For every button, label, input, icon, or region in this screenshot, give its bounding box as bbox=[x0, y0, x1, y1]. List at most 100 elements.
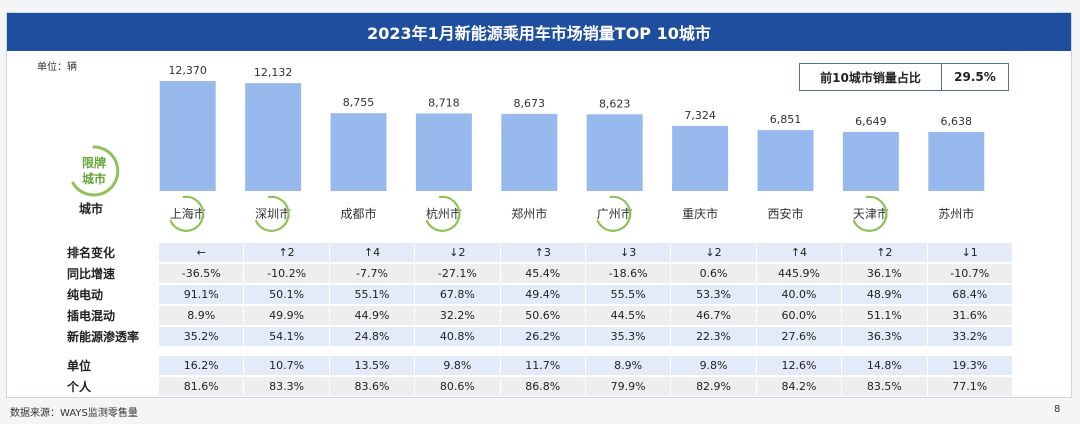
table-cell: ↓1 bbox=[927, 243, 1013, 262]
data-source-note: 数据来源：WAYS监测零售量 bbox=[10, 408, 138, 419]
table-row: 个人 81.6% 83.3% 83.6% 80.6% 86.8% 79.9% 82.9% 84.… bbox=[63, 376, 1013, 397]
row-header: 同比增速 bbox=[67, 267, 116, 281]
table-cell: 55.1% bbox=[329, 285, 416, 304]
data-label-9: 6,638 bbox=[941, 115, 973, 128]
x-tick-label-5: 广州市 bbox=[597, 206, 633, 221]
x-tick-label-1: 深圳市 bbox=[255, 206, 291, 221]
table-cell: 8.9% bbox=[585, 356, 672, 375]
x-tick-label-6: 重庆市 bbox=[682, 206, 718, 221]
table-cell: ↑2 bbox=[244, 243, 330, 262]
data-label-1: 12,132 bbox=[254, 66, 293, 79]
x-tick-label-7: 西安市 bbox=[767, 206, 803, 221]
row-header: 单位 bbox=[67, 359, 92, 373]
table-cell: 0.6% bbox=[671, 264, 757, 283]
table-cell: 14.8% bbox=[842, 356, 928, 375]
table-cell: 16.2% bbox=[159, 356, 245, 375]
table-cell: 8.9% bbox=[159, 306, 245, 325]
badge-line-1: 限牌 bbox=[81, 156, 106, 170]
table-cell: 79.9% bbox=[585, 377, 672, 396]
row-header: 个人 bbox=[67, 380, 92, 394]
table-cell: -10.2% bbox=[244, 264, 330, 283]
table-cell: 50.6% bbox=[500, 306, 586, 325]
table-cell: 40.0% bbox=[756, 285, 843, 304]
table-cell: 32.2% bbox=[415, 306, 501, 325]
limited-plate-circle-8 bbox=[852, 195, 888, 232]
table-cell: 49.4% bbox=[500, 285, 586, 304]
bar-6 bbox=[672, 125, 729, 191]
table-cell: 77.1% bbox=[927, 377, 1013, 396]
row-header: 排名变化 bbox=[67, 246, 116, 260]
table-cell: 81.6% bbox=[159, 377, 245, 396]
table-cell: 11.7% bbox=[500, 356, 586, 375]
table-cell: ↑3 bbox=[500, 243, 586, 262]
bar-4 bbox=[501, 113, 558, 191]
table-cell: 10.7% bbox=[244, 356, 330, 375]
table-cell: 24.8% bbox=[329, 327, 416, 346]
data-label-3: 8,718 bbox=[428, 96, 460, 109]
table-row: 纯电动 91.1% 50.1% 55.1% 67.8% 49.4% 55.5% 53.3% 40… bbox=[63, 284, 1013, 305]
table-cell: 67.8% bbox=[415, 285, 501, 304]
data-label-6: 7,324 bbox=[684, 109, 716, 122]
table-cell: 49.9% bbox=[244, 306, 330, 325]
table-cell: 13.5% bbox=[329, 356, 416, 375]
table-cell: 54.1% bbox=[244, 327, 330, 346]
table-cell: -36.5% bbox=[159, 264, 245, 283]
table-cell: 36.3% bbox=[842, 327, 928, 346]
table-cell: 84.2% bbox=[756, 377, 843, 396]
table-cell: 22.3% bbox=[671, 327, 757, 346]
data-label-2: 8,755 bbox=[343, 96, 375, 109]
table-cell: 48.9% bbox=[842, 285, 928, 304]
top10-share-box: 前10城市销量占比 29.5% bbox=[799, 63, 1009, 91]
table-cell: 9.8% bbox=[671, 356, 757, 375]
table-row: 单位 16.2% 10.7% 13.5% 9.8% 11.7% 8.9% 9.8% 12.6% 1… bbox=[63, 355, 1013, 376]
table-cell: ↓2 bbox=[671, 243, 757, 262]
table-cell: 445.9% bbox=[756, 264, 843, 283]
table-cell: 46.7% bbox=[671, 306, 757, 325]
table-cell: 83.3% bbox=[244, 377, 330, 396]
x-tick-label-2: 成都市 bbox=[340, 206, 376, 221]
table-cell: ↑4 bbox=[329, 243, 416, 262]
row-header: 纯电动 bbox=[67, 288, 104, 302]
table-cell: 53.3% bbox=[671, 285, 757, 304]
x-axis-label: 城市 bbox=[79, 201, 103, 216]
table-cell: 45.4% bbox=[500, 264, 586, 283]
table-row: 新能源渗透率 35.2% 54.1% 24.8% 40.8% 26.2% 35.3% 22.3… bbox=[63, 326, 1013, 347]
table-cell: 55.5% bbox=[585, 285, 672, 304]
table-cell: 50.1% bbox=[244, 285, 330, 304]
table-cell: 9.8% bbox=[415, 356, 501, 375]
table-cell: 35.2% bbox=[159, 327, 245, 346]
bar-9 bbox=[928, 131, 985, 191]
bar-3 bbox=[415, 113, 472, 191]
table-row: 排名变化 ← ↑2 ↑4 ↓2 ↑3 ↓3 ↓2 ↑4 ↑2 ↓1 bbox=[63, 242, 1013, 263]
limited-plate-circle-0 bbox=[169, 195, 205, 232]
data-label-5: 8,623 bbox=[599, 97, 631, 110]
table-cell: 44.5% bbox=[585, 306, 672, 325]
data-label-8: 6,649 bbox=[855, 115, 887, 128]
data-label-0: 12,370 bbox=[168, 64, 207, 77]
table-cell: 82.9% bbox=[671, 377, 757, 396]
table-cell: 51.1% bbox=[842, 306, 928, 325]
table-cell: 40.8% bbox=[415, 327, 501, 346]
table-cell: 83.6% bbox=[329, 377, 416, 396]
table-row: 插电混动 8.9% 49.9% 44.9% 32.2% 50.6% 44.5% 46.7% 60… bbox=[63, 305, 1013, 326]
bar-7 bbox=[757, 130, 814, 191]
table-cell: -10.7% bbox=[927, 264, 1013, 283]
table-cell: 31.6% bbox=[927, 306, 1013, 325]
limited-plate-badge: 限牌 城市 bbox=[67, 144, 121, 198]
page-number: 8 bbox=[1054, 404, 1061, 415]
table-cell: ← bbox=[159, 243, 245, 262]
table-cell: 35.3% bbox=[585, 327, 672, 346]
x-tick-label-3: 杭州市 bbox=[426, 206, 462, 221]
table-cell: 91.1% bbox=[159, 285, 245, 304]
x-tick-label-9: 苏州市 bbox=[938, 206, 974, 221]
row-header: 插电混动 bbox=[67, 309, 116, 323]
table-cell: -27.1% bbox=[415, 264, 501, 283]
table-cell: ↓3 bbox=[585, 243, 672, 262]
bar-5 bbox=[586, 114, 643, 191]
table-cell: 33.2% bbox=[927, 327, 1013, 346]
table-cell: 27.6% bbox=[756, 327, 843, 346]
limited-plate-circle-3 bbox=[425, 195, 461, 232]
bar-8 bbox=[842, 131, 899, 191]
badge-line-2: 城市 bbox=[81, 172, 106, 186]
bar-0 bbox=[159, 81, 216, 191]
